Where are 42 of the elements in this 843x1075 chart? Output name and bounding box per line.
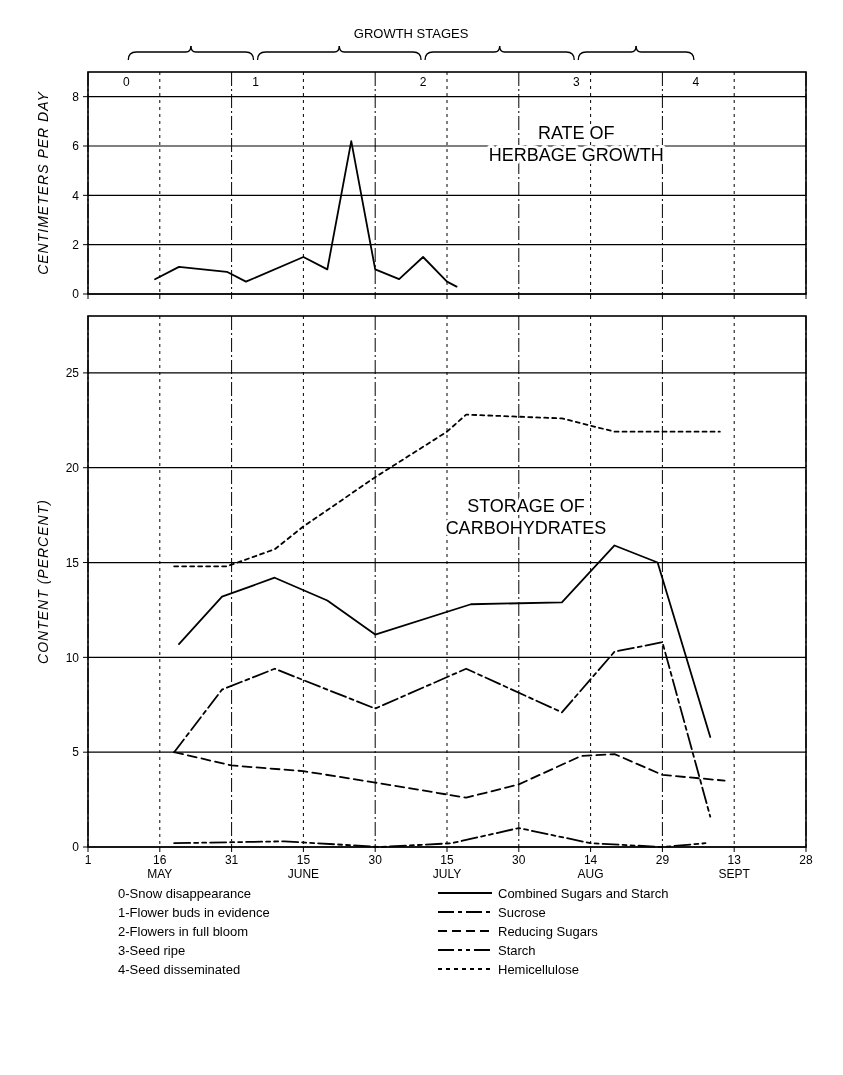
text: 3-Seed ripe <box>118 943 186 958</box>
y-tick-label: 25 <box>65 366 80 381</box>
text: STORAGE OF CARBOHYDRATES <box>445 496 607 539</box>
text: 1-Flower buds in evidence <box>118 905 270 920</box>
y-axis-title: CENTIMETERS PER DAY <box>35 90 51 275</box>
text: 0-Snow disappearance <box>118 886 251 901</box>
x2-tick-label: 4 <box>692 75 700 89</box>
y-tick-label: 20 <box>65 460 80 475</box>
x2-tick-label: 1 <box>252 75 260 89</box>
x-tick-label: 15 JULY <box>432 853 462 881</box>
x-tick-label: 31 <box>224 853 239 867</box>
y-tick-label: 10 <box>65 650 80 665</box>
legend-label: Hemicellulose <box>498 962 579 977</box>
x-tick-label: 28 <box>799 853 813 867</box>
y-tick-label: 8 <box>72 89 80 104</box>
y-tick-label: 2 <box>72 237 80 252</box>
x-tick-label: 30 <box>368 853 383 867</box>
y-tick-label: 6 <box>72 139 80 154</box>
legend-label: Reducing Sugars <box>498 924 599 939</box>
text: 2-Flowers in full bloom <box>118 924 249 939</box>
legend-label: Sucrose <box>498 905 546 920</box>
text: RATE OF HERBAGE GROWTH <box>488 122 664 165</box>
x2-tick-label: 3 <box>572 75 580 89</box>
y-tick-label: 5 <box>72 745 80 760</box>
x2-axis-title: GROWTH STAGES <box>353 26 469 41</box>
y-axis-title: CONTENT (PERCENT) <box>35 499 51 664</box>
x-tick-label: 14 AUG <box>577 853 604 881</box>
x-tick-label: 16 MAY <box>147 853 173 881</box>
y-tick-label: 0 <box>72 840 80 855</box>
x-tick-label: 1 <box>84 853 92 867</box>
x2-tick-label: 0 <box>122 75 130 89</box>
legend-label: Combined Sugars and Starch <box>498 886 669 901</box>
x-tick-label: 15 JUNE <box>287 853 320 881</box>
y-tick-label: 15 <box>65 555 80 570</box>
x-tick-label: 29 <box>655 853 670 867</box>
x-tick-label: 30 <box>512 853 526 867</box>
x2-tick-label: 2 <box>419 75 427 89</box>
x-tick-label: 13 SEPT <box>718 853 751 881</box>
y-tick-label: 0 <box>72 287 80 302</box>
legend-label: Starch <box>498 943 536 958</box>
text: 4-Seed disseminated <box>118 962 241 977</box>
y-tick-label: 4 <box>72 188 80 203</box>
